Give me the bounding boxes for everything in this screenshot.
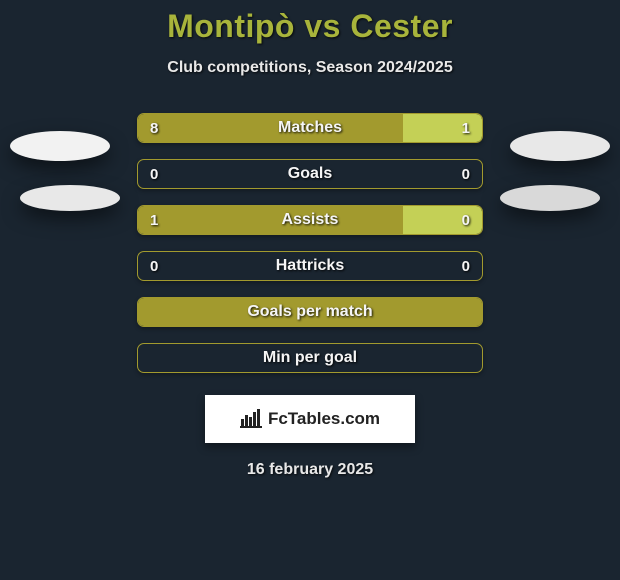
comparison-date: 16 february 2025 <box>0 461 620 479</box>
stat-bar-fill-left <box>138 114 403 142</box>
bar-chart-icon <box>240 408 262 431</box>
stat-label: Goals <box>138 160 482 188</box>
stats-block: 81Matches00Goals10Assists00HattricksGoal… <box>0 113 620 373</box>
player-slot-right-2 <box>500 185 600 211</box>
stat-label: Hattricks <box>138 252 482 280</box>
stat-bar: 0 0Goals <box>137 159 483 189</box>
brand-badge[interactable]: FcTables.com <box>205 395 415 443</box>
stat-bar: Goals per match <box>137 297 483 327</box>
stat-bar-fill-left <box>138 206 403 234</box>
stat-bar: 10Assists <box>137 205 483 235</box>
stat-bar: 0 0Hattricks <box>137 251 483 281</box>
stat-bar-fill-right <box>403 206 482 234</box>
player-slot-left-2 <box>20 185 120 211</box>
stat-label: Min per goal <box>138 344 482 372</box>
stat-value-right: 0 <box>462 160 470 188</box>
page-title: Montipò vs Cester <box>0 8 620 45</box>
stat-value-right: 0 <box>462 252 470 280</box>
stat-value-left: 0 <box>150 160 158 188</box>
stat-bar: 81Matches <box>137 113 483 143</box>
stat-bar-fill-left <box>138 298 482 326</box>
stat-value-left: 0 <box>150 252 158 280</box>
player-slot-left-1 <box>10 131 110 161</box>
stat-bar-fill-right <box>403 114 482 142</box>
stat-bar: Min per goal <box>137 343 483 373</box>
brand-text: FcTables.com <box>268 409 380 429</box>
page-subtitle: Club competitions, Season 2024/2025 <box>0 59 620 77</box>
player-slot-right-1 <box>510 131 610 161</box>
comparison-card: Montipò vs Cester Club competitions, Sea… <box>0 0 620 479</box>
